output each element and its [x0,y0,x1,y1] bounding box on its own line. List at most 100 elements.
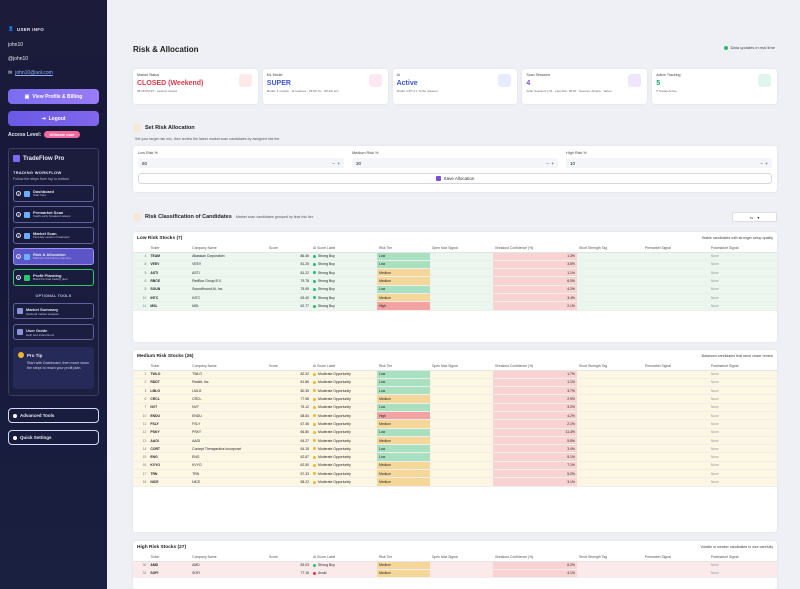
table-cell [429,378,494,388]
table-cell [429,569,494,579]
column-header[interactable] [133,244,149,253]
column-header[interactable]: Ticker [148,244,191,253]
table-row[interactable]: 4 TEAM Atlassian Corporation 86.46 Strong Bu… [133,252,777,261]
table-row[interactable]: 18 NICE NICE 58.22 Moderate Opportunity Mediu… [133,477,777,487]
table-row[interactable]: 14 CORT Corcept Therapeutics Incorporat 64.… [133,444,777,454]
table-cell: 75.12 [267,403,311,413]
column-header[interactable]: Risk Tier [376,362,430,371]
step-description: Start here [33,193,47,198]
tool-user-guide[interactable]: User Guide Help and instructions [13,324,94,340]
table-row[interactable]: 13 AAOI AAOI 64.27 Moderate Opportunity Mediu… [133,436,777,446]
column-header[interactable]: Score [267,553,311,562]
table-row[interactable]: 3 LMLG LMLG 80.35 Moderate Opportunity Low 3.7… [133,386,777,396]
table-row[interactable]: 10 INTC INTC 63.40 Strong Buy Medium 3.4% None [133,293,777,303]
table-cell [642,394,709,404]
tool-market-summary[interactable]: Market Summary Optional market analysis [13,303,94,319]
column-header[interactable]: Ticker [148,362,191,371]
score-label-dot-icon [313,397,316,401]
column-header[interactable]: Premarket Signal [642,553,709,562]
table-cell: Medium [376,293,430,303]
column-header[interactable]: Premarket Signal [642,362,709,371]
table-row[interactable]: 6 CRCL CRCL 77.98 Moderate Opportunity Medium… [133,394,777,404]
column-header[interactable]: Short Strength Tag [576,362,643,371]
quick-settings-expander[interactable]: Quick Settings [8,430,99,445]
column-header[interactable]: Postmarket Signal [708,553,777,562]
column-header[interactable]: Breakout Confidence (%) [493,362,577,371]
table-row[interactable]: 30 AMD AMD 83.03 Strong Buy Medium 6.2% None [133,561,777,570]
table-row[interactable]: 7 NVT NVT 75.12 Moderate Opportunity Low 3.2% N… [133,403,777,413]
column-header[interactable]: Short Strength Tag [576,244,643,253]
workflow-step-dashboard[interactable]: 1 Dashboard Start here [13,185,94,202]
stepper-icon[interactable]: − + [332,160,340,166]
column-header[interactable]: Open Max Signal [429,553,494,562]
stepper-icon[interactable]: − + [760,160,768,166]
table-cell [642,268,709,278]
column-header[interactable]: Score [267,362,311,371]
column-header[interactable]: Company Name [190,553,268,562]
ai-score-label: Moderate Opportunity [318,455,351,460]
table-row[interactable]: 1 TWLO TWLO 82.32 Moderate Opportunity Low 1.7… [133,370,777,379]
table-row[interactable]: 10 ENDU ENDU 68.84 Moderate Opportunity High 4… [133,411,777,421]
column-header[interactable]: Company Name [190,362,268,371]
column-header[interactable]: AI Score Label [311,553,377,562]
workflow-step-profit-planning[interactable]: 5 Profit Planning Build the final trading … [13,269,94,286]
table-cell: RedBox Group B.V. [190,276,268,286]
table-cell: Strong Buy [311,268,377,278]
column-header[interactable]: Risk Tier [376,553,430,562]
table-row[interactable]: 31 SOFI SOFI 77.16 Avoid Medium 4.1% None [133,569,777,579]
view-dropdown[interactable]: ▭ ▾ [732,212,777,222]
table-cell: AAOI [190,436,268,446]
step-text: Profit Planning Build the final trading p… [33,273,68,282]
workflow-step-market-scan[interactable]: 3 Market Scan Find day session breakouts [13,227,94,244]
score-label-dot-icon [313,422,316,426]
user-email[interactable]: ✉ john10@aol.com [8,70,53,76]
column-header[interactable]: Score [267,244,311,253]
table-cell: 15 [133,452,149,462]
table-cell [429,428,494,437]
column-header[interactable]: Open Max Signal [429,244,494,253]
table-row[interactable]: 5 ASTI ASTI 81.22 Strong Buy Medium 1.1% None [133,268,777,278]
column-header[interactable]: Risk Tier [376,244,430,253]
table-cell: MSL [148,301,191,311]
column-header[interactable]: Postmarket Signal [708,362,777,371]
view-profile-button[interactable]: ▣ View Profile & Billing [8,89,99,104]
table-row[interactable]: 15 ENG ENG 62.87 Moderate Opportunity Low 5.1%… [133,452,777,462]
column-header[interactable]: Breakout Confidence (%) [493,553,577,562]
table-cell: ASTI [190,268,268,278]
advanced-tools-expander[interactable]: Advanced Tools [8,408,99,423]
column-header[interactable]: AI Score Label [311,244,377,253]
workflow-step-risk-allocation[interactable]: 4 Risk & Allocation Balance risk before pl… [13,248,94,265]
medium-risk-input[interactable]: 30− + [352,158,558,168]
column-header[interactable]: Open Max Signal [429,362,494,371]
table-cell: NICE [190,477,268,487]
table-cell [576,276,643,286]
stepper-icon[interactable]: − + [546,160,554,166]
column-header[interactable]: Short Strength Tag [576,553,643,562]
high-risk-input[interactable]: 10− + [566,158,772,168]
column-header[interactable]: Ticker [148,553,191,562]
table-row[interactable]: 2 RDDT Reddit, Inc. 81.86 Moderate Opportuni… [133,378,777,388]
table-row[interactable]: 8 VEEV VEEV 81.25 Strong Buy Low 3.5% None [133,260,777,270]
table-row[interactable]: 12 PSKY PSKY 66.80 Moderate Opportunity Low 11… [133,428,777,437]
column-header[interactable]: Postmarket Signal [708,244,777,253]
save-allocation-button[interactable]: Save Allocation [138,173,772,184]
column-header[interactable] [133,362,149,371]
table-row[interactable]: 8 SOUN SoundHound AI, Inc. 75.05 Strong Buy L… [133,285,777,295]
table-row[interactable]: 17 TRN TRN 57.33 Moderate Opportunity Medium 5… [133,469,777,479]
table-cell: 31 [133,569,149,579]
column-header[interactable] [133,553,149,562]
workflow-step-premarket-scan[interactable]: 2 Premarket Scan Catch early breakout setu… [13,206,94,223]
table-cell: 16 [133,461,149,471]
user-info-header: 👤 USER INFO [8,26,45,32]
column-header[interactable]: AI Score Label [311,362,377,371]
table-row[interactable]: 16 KVYO KVYO 62.50 Moderate Opportunity Mediu… [133,461,777,471]
column-header[interactable]: Premarket Signal [642,244,709,253]
table-row[interactable]: 11 MSL MSL 62.77 Strong Buy High 2.1% None [133,301,777,311]
table-row[interactable]: 11 FSLY FSLY 67.46 Moderate Opportunity Mediu… [133,419,777,429]
table-row[interactable]: 6 RBCE RedBox Group B.V. 79.78 Strong Buy Med… [133,276,777,286]
column-header[interactable]: Company Name [190,244,268,253]
low-risk-input[interactable]: 60− + [138,158,344,168]
table-cell [642,276,709,286]
logout-button[interactable]: ⇥ Logout [8,111,99,126]
column-header[interactable]: Breakout Confidence (%) [493,244,577,253]
